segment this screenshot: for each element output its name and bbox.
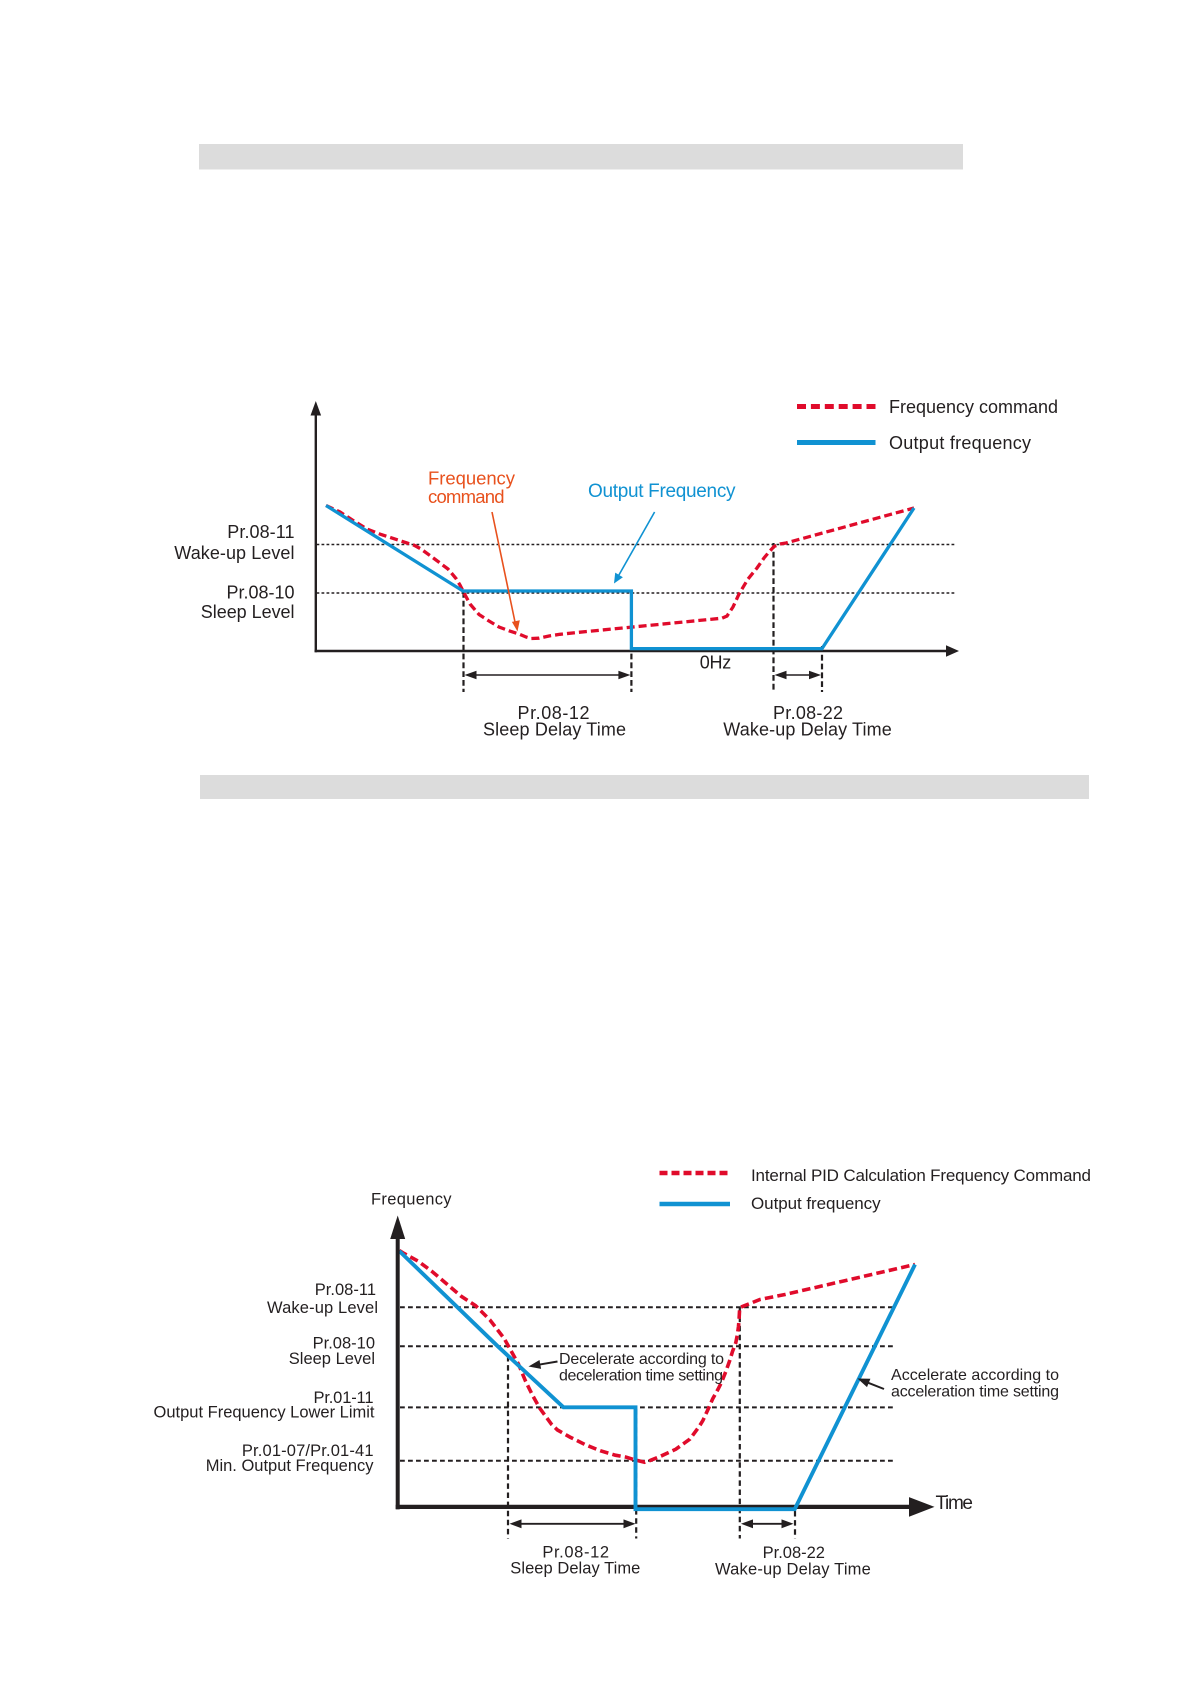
svg-text:Pr.08-10: Pr.08-10 bbox=[313, 1335, 375, 1353]
svg-text:Accelerate according to: Accelerate according to bbox=[891, 1367, 1059, 1384]
svg-text:Pr.08-12: Pr.08-12 bbox=[542, 1544, 609, 1562]
svg-text:Pr.08-12: Pr.08-12 bbox=[518, 703, 590, 723]
svg-text:deceleration time setting: deceleration time setting bbox=[559, 1368, 723, 1385]
svg-text:Sleep Delay Time: Sleep Delay Time bbox=[483, 720, 626, 740]
svg-text:Sleep Level: Sleep Level bbox=[289, 1350, 375, 1368]
svg-text:Pr.01-11: Pr.01-11 bbox=[314, 1389, 374, 1407]
svg-text:Min. Output Frequency: Min. Output Frequency bbox=[206, 1457, 375, 1475]
svg-text:Pr.08-11: Pr.08-11 bbox=[227, 522, 294, 542]
svg-text:Time: Time bbox=[936, 1493, 974, 1514]
svg-text:Pr.08-11: Pr.08-11 bbox=[315, 1281, 376, 1299]
svg-text:Frequency: Frequency bbox=[371, 1191, 452, 1209]
svg-text:Decelerate according to: Decelerate according to bbox=[559, 1351, 724, 1368]
svg-text:Sleep Level: Sleep Level bbox=[201, 602, 295, 622]
svg-text:0Hz: 0Hz bbox=[700, 653, 732, 673]
svg-text:Frequency command: Frequency command bbox=[889, 397, 1058, 417]
svg-text:Output Frequency: Output Frequency bbox=[588, 481, 736, 502]
svg-text:Output Frequency Lower Limit: Output Frequency Lower Limit bbox=[154, 1404, 375, 1422]
svg-text:Output frequency: Output frequency bbox=[751, 1194, 881, 1213]
svg-text:Internal PID Calculation Frequ: Internal PID Calculation Frequency Comma… bbox=[751, 1166, 1091, 1185]
svg-text:Wake-up Level: Wake-up Level bbox=[174, 543, 294, 563]
svg-text:Pr.01-07/Pr.01-41: Pr.01-07/Pr.01-41 bbox=[242, 1442, 374, 1460]
svg-text:Wake-up Delay Time: Wake-up Delay Time bbox=[715, 1561, 871, 1579]
svg-text:Sleep Delay Time: Sleep Delay Time bbox=[510, 1560, 640, 1578]
svg-text:Pr.08-10: Pr.08-10 bbox=[227, 582, 295, 602]
svg-text:Wake-up Level: Wake-up Level bbox=[267, 1299, 378, 1317]
svg-text:Wake-up Delay Time: Wake-up Delay Time bbox=[723, 720, 892, 740]
svg-text:Pr.08-22: Pr.08-22 bbox=[763, 1544, 825, 1562]
svg-text:command: command bbox=[428, 486, 505, 507]
svg-text:Frequency: Frequency bbox=[428, 468, 516, 489]
svg-text:Output frequency: Output frequency bbox=[889, 433, 1031, 453]
svg-text:acceleration time setting: acceleration time setting bbox=[891, 1384, 1059, 1401]
svg-text:Pr.08-22: Pr.08-22 bbox=[773, 703, 843, 723]
